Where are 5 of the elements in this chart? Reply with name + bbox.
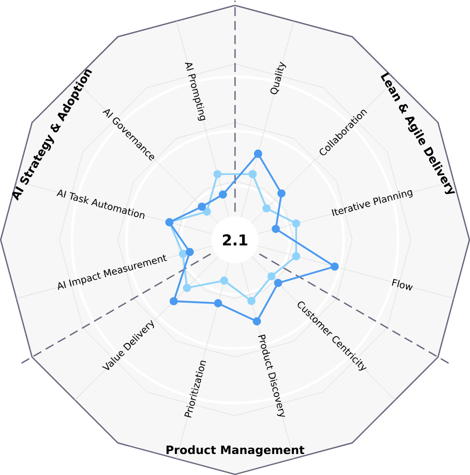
text: Product Management: [166, 445, 304, 456]
text: 2.1: [222, 234, 248, 246]
spoke-label: Quality: [270, 62, 286, 94]
spoke-label: Iterative Planning: [332, 190, 413, 216]
spoke-label: Flow: [392, 278, 413, 290]
